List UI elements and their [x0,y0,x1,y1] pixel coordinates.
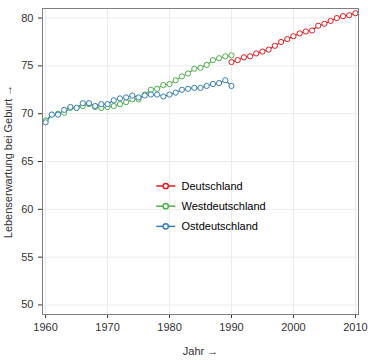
svg-text:1980: 1980 [157,321,181,333]
svg-text:Jahr →: Jahr → [183,345,218,357]
svg-text:55: 55 [21,251,33,263]
svg-text:60: 60 [21,203,33,215]
svg-text:2000: 2000 [281,321,305,333]
svg-text:Deutschland: Deutschland [182,180,243,192]
svg-text:50: 50 [21,298,33,310]
svg-text:Ostdeutschland: Ostdeutschland [182,220,258,232]
svg-text:65: 65 [21,155,33,167]
svg-text:1970: 1970 [95,321,119,333]
svg-text:2010: 2010 [343,321,367,333]
svg-text:Lebenserwartung bei Geburt →: Lebenserwartung bei Geburt → [2,85,14,238]
svg-text:75: 75 [21,59,33,71]
svg-text:80: 80 [21,12,33,24]
svg-text:1990: 1990 [219,321,243,333]
svg-text:Westdeutschland: Westdeutschland [182,200,266,212]
svg-text:1960: 1960 [33,321,57,333]
svg-text:70: 70 [21,107,33,119]
